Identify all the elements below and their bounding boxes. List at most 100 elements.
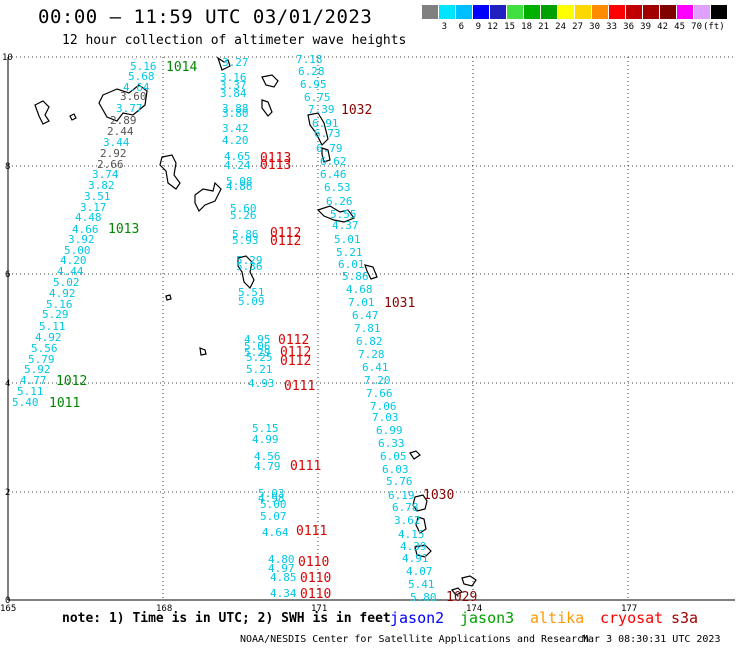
- color-swatch-1: [439, 5, 456, 19]
- pass-a-time-label: 1014: [166, 60, 197, 75]
- pass-b-time-label: 0112: [280, 345, 311, 360]
- pass-b-wave-height: 4.64: [262, 526, 289, 539]
- pass-a-wave-height: 2.89: [110, 114, 137, 127]
- pass-c-wave-height: 5.55: [330, 208, 357, 221]
- pass-c-wave-height: 6.95: [300, 78, 327, 91]
- pass-c-wave-height: 7.06: [370, 400, 397, 413]
- pass-a-wave-height: 5.00: [64, 244, 91, 257]
- pass-b-wave-height: 5.00: [260, 498, 287, 511]
- color-swatch-15: [677, 5, 694, 19]
- pass-c-wave-height: 6.78: [392, 501, 419, 514]
- pass-a-wave-height: 4.66: [72, 223, 99, 236]
- island-outline: [414, 544, 432, 558]
- pass-c-wave-height: 4.37: [332, 219, 359, 232]
- pass-b-wave-height: 3.80: [222, 107, 249, 120]
- pass-c-wave-height: 6.75: [304, 91, 331, 104]
- pass-c-wave-height: 6.41: [362, 361, 389, 374]
- y-tick-label: 6: [5, 270, 10, 280]
- pass-a-wave-height: 4.44: [57, 265, 84, 278]
- pass-a-wave-height: 3.92: [68, 233, 95, 246]
- pass-c-wave-height: 5.76: [386, 475, 413, 488]
- pass-b-wave-height: 5.25: [246, 351, 273, 364]
- chart-subtitle: 12 hour collection of altimeter wave hei…: [62, 33, 407, 48]
- pass-c-wave-height: 3.62: [394, 514, 421, 527]
- y-tick-label: 4: [5, 379, 10, 389]
- island-outline: [261, 99, 273, 117]
- pass-b-time-label: 0112: [278, 333, 309, 348]
- pass-a-wave-height: 5.79: [28, 353, 55, 366]
- color-swatch-7: [541, 5, 558, 19]
- pass-b-wave-height: 3.42: [222, 122, 249, 135]
- pass-c-wave-height: 5.01: [334, 233, 361, 246]
- color-label-5: 18: [521, 22, 532, 32]
- island-outline: [34, 100, 50, 125]
- x-tick-label: 165: [0, 604, 16, 614]
- pass-b-wave-height: 5.60: [230, 202, 257, 215]
- pass-b-wave-height: 3.27: [222, 56, 249, 69]
- pass-a-wave-height: 5.11: [39, 320, 66, 333]
- pass-c-wave-height: 4.39: [400, 540, 427, 553]
- color-label-15: 70: [691, 22, 702, 32]
- pass-b-wave-height: 5.29: [244, 346, 271, 359]
- pass-a-wave-height: 3.60: [120, 90, 147, 103]
- pass-a-wave-height: 3.77: [116, 102, 143, 115]
- pass-c-wave-height: 6.73: [314, 127, 341, 140]
- pass-a-wave-height: 5.56: [31, 342, 58, 355]
- pass-b-time-label: 0112: [280, 354, 311, 369]
- pass-b-wave-height: 4.79: [254, 460, 281, 473]
- pass-c-time-label: 1030: [423, 488, 454, 503]
- island-outline: [364, 264, 378, 280]
- x-tick-label: 168: [156, 604, 172, 614]
- pass-b-time-label: 0110: [300, 587, 331, 602]
- pass-b-wave-height: 5.21: [246, 363, 273, 376]
- island-outlines: [34, 56, 477, 596]
- map-axis-labels: 165 168 171 174 177 10 8 6 4 2 0: [0, 53, 637, 614]
- color-label-16: (ft): [703, 22, 725, 32]
- pass-b-wave-height: 4.34: [270, 587, 297, 600]
- x-tick-label: 177: [621, 604, 637, 614]
- pass-a-wave-height: 5.40: [12, 396, 39, 409]
- pass-b-time-label: 0110: [298, 555, 329, 570]
- pass-c-time-label: 1029: [446, 590, 477, 605]
- pass-c-wave-height: 6.62: [320, 155, 347, 168]
- wave-height-labels: 5.165.684.643.773.443.743.823.513.174.48…: [12, 53, 477, 605]
- island-outline: [98, 84, 148, 122]
- color-swatch-11: [609, 5, 626, 19]
- pass-a-time-label: 1012: [56, 374, 87, 389]
- pass-b-wave-height: 4.80: [268, 553, 295, 566]
- pass-a-wave-height: 5.92: [24, 363, 51, 376]
- pass-a-wave-height: 2.66: [97, 158, 124, 171]
- pass-b-wave-height: 4.20: [222, 134, 249, 147]
- chart-title: 00:00 — 11:59 UTC 03/01/2023: [38, 6, 373, 28]
- pass-b-wave-height: 4.85: [270, 571, 297, 584]
- pass-b-wave-height: 4.24: [224, 159, 251, 172]
- pass-c-wave-height: 6.79: [316, 142, 343, 155]
- color-label-4: 15: [504, 22, 515, 32]
- y-tick-label: 10: [2, 53, 13, 63]
- pass-a-wave-height: 2.44: [107, 125, 134, 138]
- island-outline: [316, 205, 355, 223]
- mission-altika: altika: [530, 609, 585, 627]
- pass-c-wave-height: 5.41: [408, 578, 435, 591]
- color-swatch-17: [711, 5, 728, 19]
- pass-c-wave-height: 6.46: [320, 168, 347, 181]
- pass-c-wave-height: 6.82: [356, 335, 383, 348]
- pass-a-wave-height: 5.02: [53, 276, 80, 289]
- pass-c-wave-height: 7.03: [372, 411, 399, 424]
- pass-b-wave-height: 3.37: [220, 79, 247, 92]
- pass-b-wave-height: 4.86: [226, 180, 253, 193]
- pass-c-wave-height: 6.01: [338, 258, 365, 271]
- pass-c-wave-height: 7.01: [348, 296, 375, 309]
- pass-a-wave-height: 3.51: [84, 190, 111, 203]
- island-outline: [450, 587, 464, 596]
- pass-c-wave-height: 6.91: [312, 117, 339, 130]
- pass-c-wave-height: 5.21: [336, 246, 363, 259]
- color-label-3: 12: [487, 22, 498, 32]
- pass-b-wave-height: 4.93: [248, 377, 275, 390]
- pass-a-wave-height: 3.44: [103, 136, 130, 149]
- pass-c-wave-height: 7.18: [296, 53, 323, 66]
- pass-b-wave-height: 4.97: [268, 562, 295, 575]
- color-label-0: 3: [441, 22, 447, 32]
- pass-a-wave-height: 5.29: [42, 308, 69, 321]
